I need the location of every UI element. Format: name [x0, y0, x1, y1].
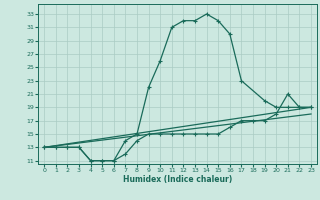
X-axis label: Humidex (Indice chaleur): Humidex (Indice chaleur)	[123, 175, 232, 184]
